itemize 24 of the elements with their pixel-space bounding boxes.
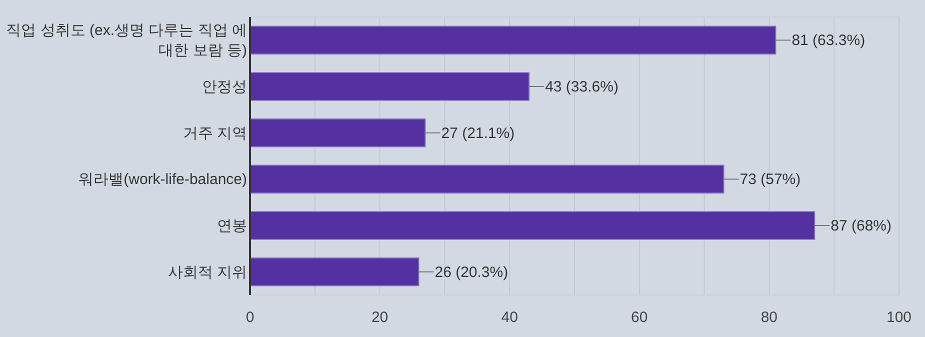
data-label: 87 (68%)	[830, 218, 892, 234]
x-tick-label: 80	[760, 309, 778, 326]
x-tick-label: 0	[246, 309, 254, 326]
bar	[250, 26, 776, 55]
y-tick-label: 거주 지역	[182, 124, 247, 142]
bar	[250, 118, 426, 148]
bar	[250, 164, 724, 194]
y-tick-label: 워라밸(work-life-balance)	[78, 171, 247, 188]
y-tick-label: 직업 성취도 (ex.생명 다루는 직업 에 대한 보람 등)	[6, 22, 247, 60]
y-tick-label: 안정성	[202, 78, 247, 96]
bar	[250, 72, 530, 101]
data-label: 27 (21.1%)	[441, 124, 515, 142]
data-label: 43 (33.6%)	[545, 78, 618, 96]
x-tick-label: 40	[501, 309, 518, 326]
x-tick-label: 100	[886, 309, 912, 326]
y-tick-label: 사회적 지위	[168, 264, 247, 281]
data-label: 26 (20.3%)	[434, 264, 508, 281]
x-tick-label: 60	[631, 309, 648, 326]
bar	[250, 211, 816, 240]
bar	[250, 257, 420, 286]
y-tick-label: 연봉	[217, 218, 247, 234]
x-tick-label: 20	[371, 309, 388, 326]
data-label: 81 (63.3%)	[792, 32, 866, 50]
data-label: 73 (57%)	[740, 171, 801, 188]
